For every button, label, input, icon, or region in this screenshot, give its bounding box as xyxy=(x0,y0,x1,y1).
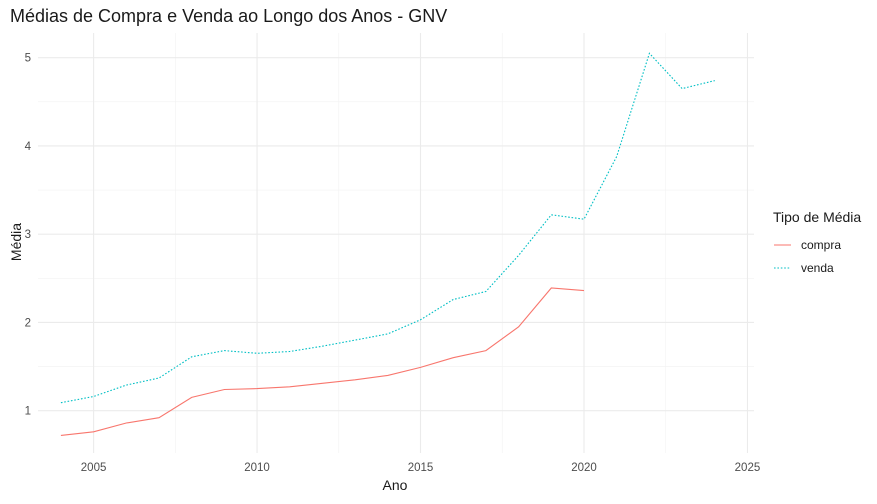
grid-layer xyxy=(38,33,754,453)
series-line-compra xyxy=(60,287,585,436)
legend-label-venda: venda xyxy=(801,261,834,275)
tick-layer: 2005 2010 2015 2020 2025 1 2 3 4 5 xyxy=(25,53,761,474)
x-tick-label: 2025 xyxy=(735,462,761,474)
x-tick-label: 2010 xyxy=(244,462,270,474)
x-axis-title: Ano xyxy=(383,477,408,493)
y-tick-label: 4 xyxy=(25,141,32,153)
y-axis-title: Média xyxy=(8,223,24,261)
legend-label-compra: compra xyxy=(801,238,841,252)
x-tick-label: 2005 xyxy=(81,462,107,474)
series-line-venda xyxy=(60,52,715,404)
y-tick-label: 3 xyxy=(25,229,31,241)
series-layer xyxy=(60,52,715,436)
chart-title: Médias de Compra e Venda ao Longo dos An… xyxy=(10,6,447,26)
y-tick-label: 1 xyxy=(25,406,31,418)
x-tick-label: 2020 xyxy=(571,462,597,474)
legend-title: Tipo de Média xyxy=(773,209,861,225)
legend: Tipo de Média compra venda xyxy=(773,209,861,275)
y-tick-label: 2 xyxy=(25,317,31,329)
y-tick-label: 5 xyxy=(25,53,31,65)
x-tick-label: 2015 xyxy=(408,462,434,474)
legend-items: compra venda xyxy=(774,238,841,275)
